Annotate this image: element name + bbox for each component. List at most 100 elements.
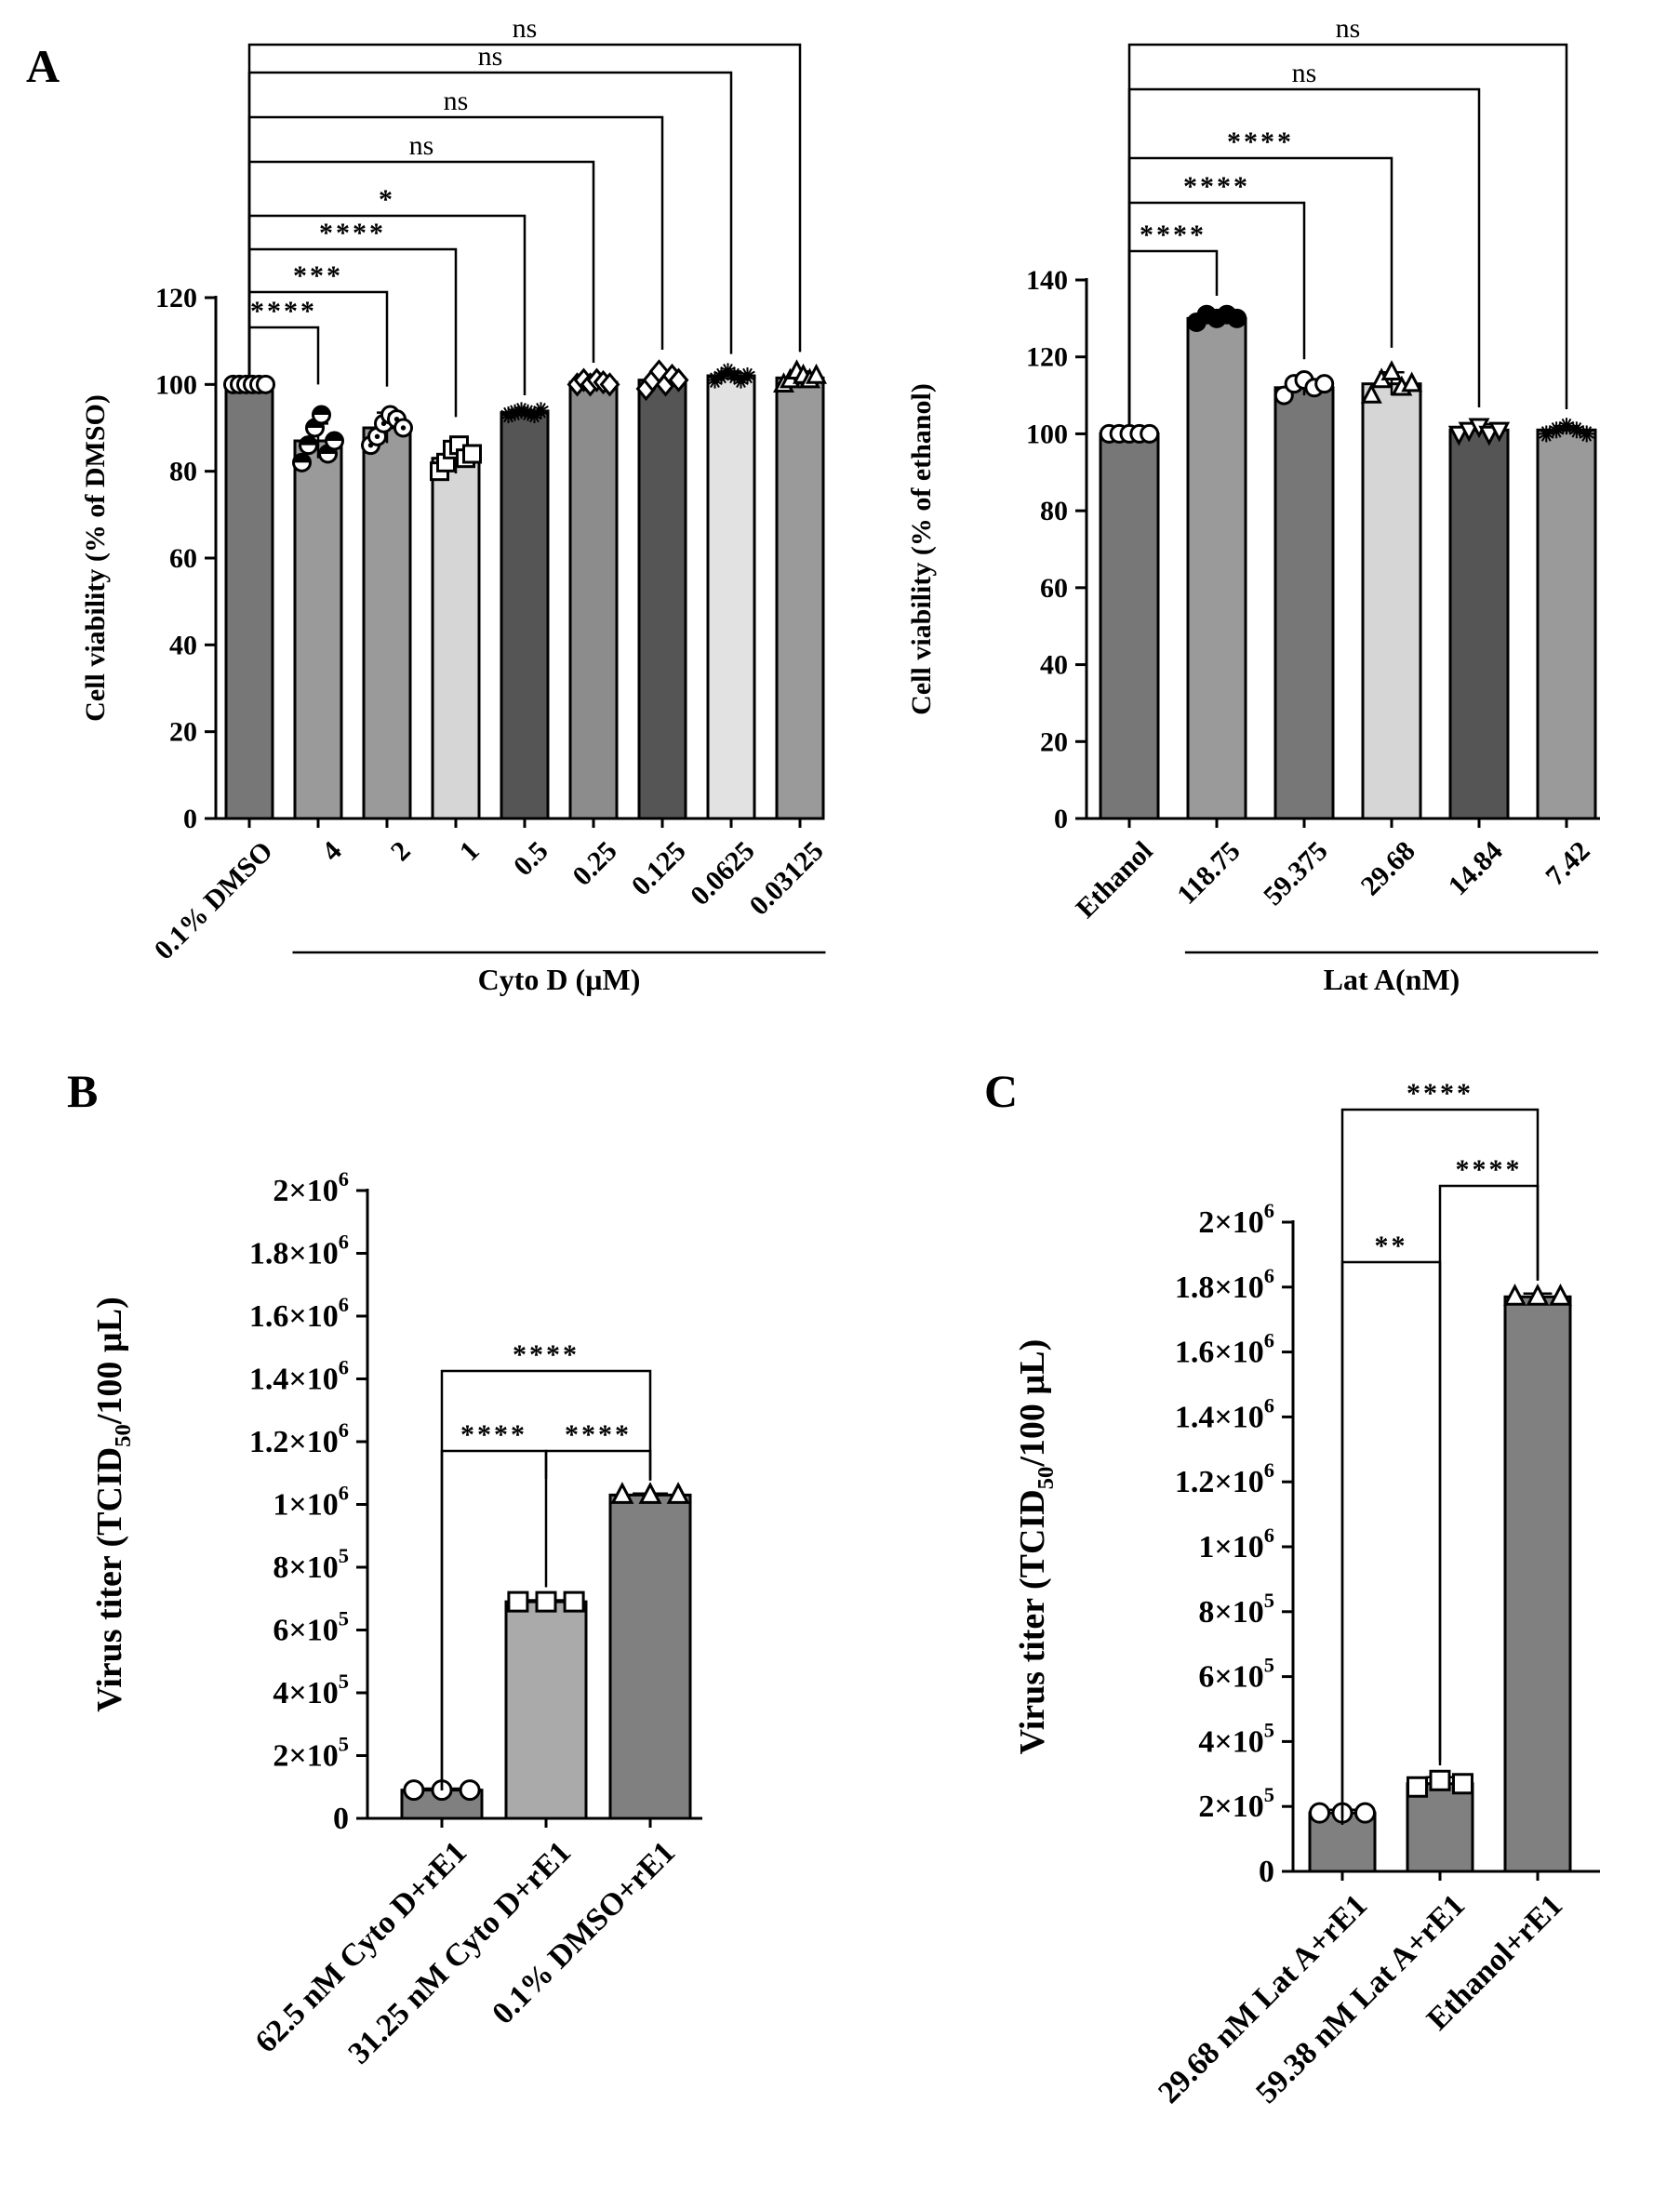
y-tick-label: 0 (183, 804, 197, 834)
bar-4 (1448, 428, 1510, 820)
x-tick-label: 1 (454, 835, 486, 867)
y-tick-label: 2×106 (1198, 1199, 1274, 1240)
bar-2 (608, 1493, 692, 1820)
data-point (666, 1482, 690, 1504)
y-tick-label: 1.6×106 (1175, 1329, 1274, 1370)
data-point (1538, 425, 1555, 443)
data-point (256, 374, 275, 394)
bar-8 (775, 376, 825, 820)
y-tick-label: 4×105 (273, 1670, 349, 1710)
y-tick-label: 20 (169, 717, 197, 748)
data-point (403, 1779, 425, 1802)
x-tick-label: 0.5 (508, 835, 554, 882)
y-tick-label: 140 (1026, 265, 1068, 296)
data-point (563, 1590, 585, 1613)
y-tick-label: 1.4×106 (249, 1356, 349, 1397)
y-tick-label: 0 (1259, 1855, 1274, 1889)
data-point (532, 402, 550, 419)
panel-label-c: C (984, 1065, 1018, 1117)
y-tick-label: 100 (155, 369, 197, 400)
significance-label-7: ns (513, 13, 538, 44)
significance-label-2: **** (1407, 1078, 1473, 1109)
data-point (535, 1590, 557, 1613)
significance-bracket-0 (1340, 1260, 1442, 1825)
y-tick-label: 1.2×106 (249, 1418, 349, 1459)
significance-label-1: **** (1183, 171, 1250, 202)
significance-label-1: **** (565, 1419, 632, 1450)
bar-2 (1273, 386, 1335, 820)
data-point (1309, 1802, 1330, 1824)
y-tick-label: 80 (1040, 496, 1068, 526)
significance-label-3: * (379, 184, 395, 215)
data-point (1578, 425, 1595, 443)
y-tick-label: 1×106 (1198, 1524, 1274, 1564)
data-point (325, 431, 344, 451)
data-point (739, 367, 756, 384)
data-point (299, 435, 318, 456)
y-tick-label: 2×105 (1198, 1783, 1274, 1824)
chart-lat-a-virus-titer: 0 2×105 4×105 6×105 8×105 1×106 1.2×106 1.4×106… (1013, 1078, 1600, 2110)
bar-3 (431, 457, 481, 820)
bar-3 (1361, 382, 1422, 820)
significance-label-2: **** (1227, 126, 1294, 157)
y-tick-label: 100 (1026, 419, 1068, 449)
data-point (806, 363, 827, 384)
data-point (1503, 1284, 1527, 1306)
bar-0 (1099, 432, 1160, 820)
x-axis-label: Lat A(nM) (1324, 963, 1460, 996)
x-tick-label: Ethanol (1070, 835, 1158, 924)
x-tick-label: 0.125 (626, 835, 692, 901)
data-point (638, 1482, 662, 1504)
y-tick-label: 0 (1054, 804, 1068, 834)
y-tick-label: 40 (169, 630, 197, 660)
significance-label-2: **** (513, 1339, 580, 1370)
x-tick-label: 59.375 (1258, 835, 1334, 912)
y-axis-label: Cell viability (% of DMSO) (80, 394, 111, 722)
chart-cyto-d-viability: 0 20 40 60 80 100 120 Cell viability (% of DMSO… (80, 13, 830, 996)
data-point (1458, 421, 1480, 443)
significance-label-1: **** (1456, 1154, 1523, 1185)
x-tick-label: 118.75 (1171, 835, 1247, 911)
y-tick-label: 1.6×106 (249, 1293, 349, 1334)
y-tick-label: 4×105 (1198, 1718, 1274, 1759)
bar-1 (293, 439, 343, 820)
x-tick-label: 2 (385, 835, 417, 867)
data-point (1478, 425, 1500, 446)
data-point (312, 405, 331, 425)
panel-label-b: B (67, 1065, 98, 1117)
x-tick-label: 0.1% DMSO+rE1 (486, 1835, 682, 2031)
data-point (610, 1482, 634, 1504)
significance-label-5: ns (444, 86, 469, 116)
y-tick-label: 80 (169, 457, 197, 487)
y-tick-label: 1×106 (273, 1482, 349, 1523)
significance-label-3: ns (1292, 58, 1317, 88)
data-point (1429, 1769, 1451, 1791)
panel-label-a: A (26, 40, 60, 92)
data-point (1407, 1776, 1428, 1798)
y-tick-label: 0 (333, 1802, 349, 1836)
data-point (1354, 1802, 1376, 1824)
significance-label-0: ** (1375, 1231, 1408, 1261)
x-tick-label: 0.03125 (743, 835, 829, 921)
data-point (1558, 418, 1575, 435)
bar-4 (500, 411, 550, 820)
significance-bracket-2 (1340, 1108, 1540, 1818)
significance-label-0: **** (1140, 220, 1207, 250)
x-tick-label: 0.25 (567, 835, 622, 891)
y-axis-label: Virus titer (TCID50/100 µL) (90, 1297, 136, 1712)
bar-0 (224, 382, 274, 820)
data-point (459, 1779, 481, 1802)
bar-5 (568, 380, 619, 820)
data-point (1567, 421, 1585, 439)
bar-2 (362, 426, 412, 820)
data-point (1314, 374, 1335, 394)
data-point (1401, 371, 1423, 393)
data-point (1488, 421, 1511, 443)
significance-bracket-2 (247, 247, 458, 418)
significance-bracket-4 (1127, 43, 1568, 424)
significance-bracket-7 (247, 43, 802, 377)
significance-label-0: **** (460, 1419, 527, 1450)
x-tick-label: 7.42 (1540, 835, 1595, 891)
data-point (462, 444, 482, 464)
y-tick-label: 120 (155, 283, 197, 313)
